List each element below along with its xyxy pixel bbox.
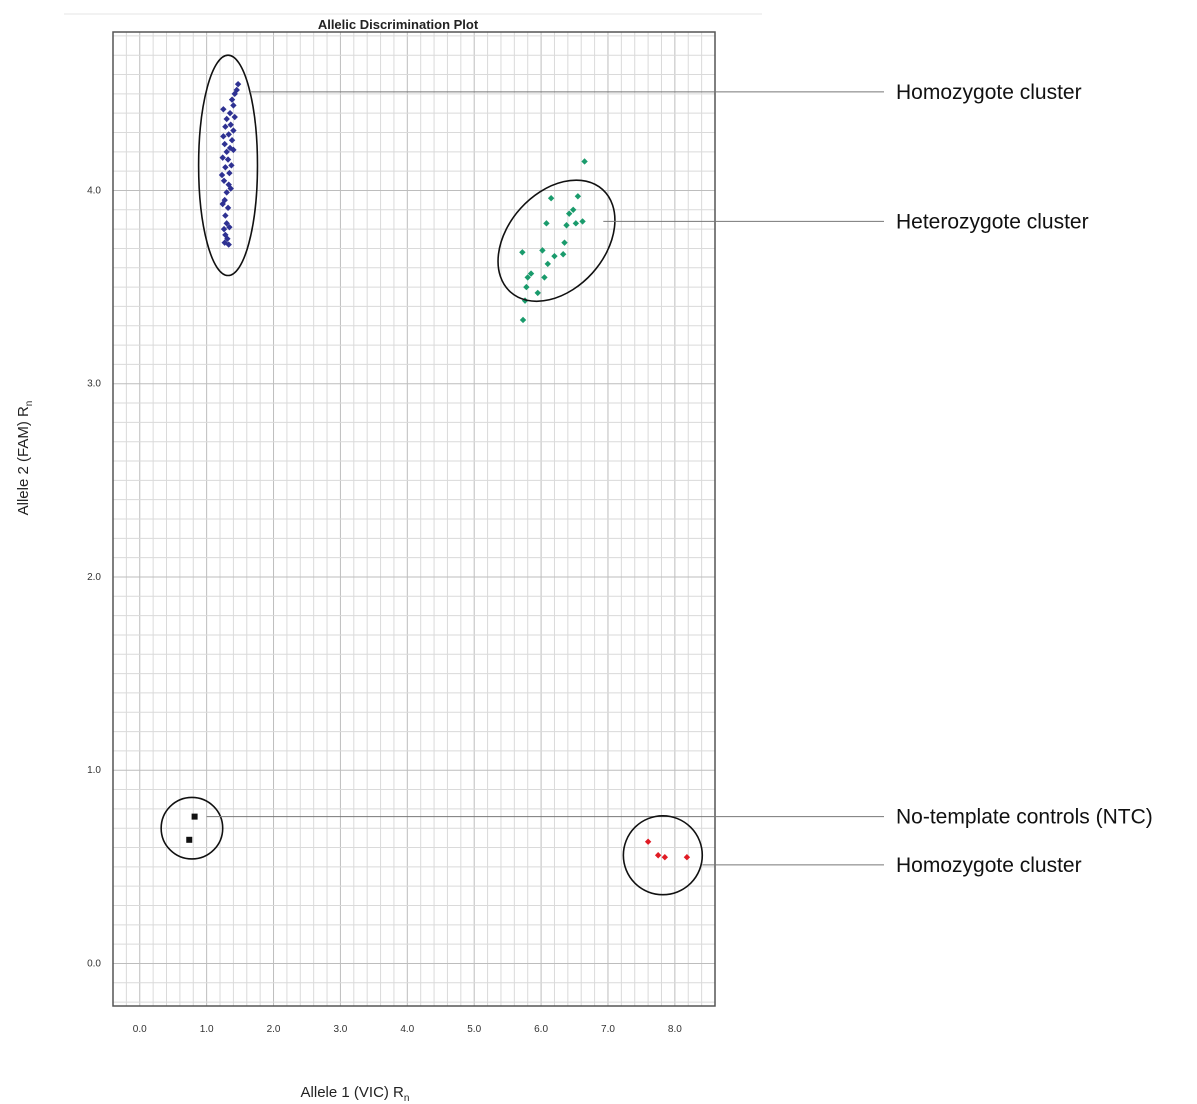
x-tick-label: 4.0 (400, 1024, 414, 1035)
data-point (224, 156, 232, 163)
data-point (565, 210, 573, 217)
y-tick-label: 1.0 (87, 765, 101, 776)
data-point (222, 164, 229, 171)
data-point (527, 270, 535, 277)
data-point (559, 251, 567, 258)
data-point (220, 225, 228, 233)
data-point (223, 148, 230, 156)
data-point (579, 218, 586, 225)
cluster-annotations: Homozygote cluster Heterozygote cluster No… (160, 54, 1153, 896)
data-point (534, 289, 541, 297)
data-point (191, 813, 198, 820)
data-point (218, 171, 226, 179)
x-tick-labels: 0.0 1.0 2.0 3.0 4.0 5.0 6.0 7.0 8.0 (133, 1024, 682, 1035)
data-point (230, 102, 237, 109)
x-tick-label: 7.0 (601, 1024, 615, 1035)
data-point (220, 133, 227, 140)
data-point (222, 212, 229, 219)
data-point (563, 222, 570, 229)
data-point (228, 137, 236, 144)
data-point (524, 274, 531, 281)
data-point (519, 316, 527, 324)
y-axis-title: Allele 2 (FAM) Rn (15, 401, 35, 516)
data-point (226, 223, 233, 231)
data-point (227, 185, 234, 192)
data-point (234, 80, 242, 88)
chart-title: Allelic Discrimination Plot (318, 17, 479, 32)
data-point (543, 220, 550, 227)
data-point (226, 169, 233, 177)
data-point (186, 836, 193, 843)
x-axis-title-sub: n (404, 1093, 410, 1104)
data-point (574, 193, 582, 200)
data-point (523, 283, 530, 291)
data-point (561, 239, 568, 246)
data-point (230, 146, 237, 154)
data-point (661, 853, 669, 861)
data-point (539, 247, 546, 254)
data-point (544, 260, 551, 268)
data-point (226, 109, 234, 117)
y-axis-title-main: Allele 2 (FAM) R (15, 406, 32, 515)
x-axis-title: Allele 1 (VIC) Rn (301, 1084, 410, 1104)
x-tick-label: 6.0 (534, 1024, 548, 1035)
data-point (220, 177, 228, 185)
callout-label: Homozygote cluster (896, 81, 1082, 104)
data-point (231, 113, 238, 121)
data-point (223, 189, 230, 196)
data-point (225, 131, 232, 138)
callout-label: Homozygote cluster (896, 854, 1082, 877)
cluster-circle (160, 796, 224, 860)
data-point (551, 252, 558, 260)
x-tick-label: 1.0 (200, 1024, 214, 1035)
data-point (225, 241, 232, 248)
y-axis-title-sub: n (24, 401, 35, 407)
data-point (581, 158, 588, 165)
y-tick-label: 0.0 (87, 958, 101, 969)
plot-frame (112, 31, 716, 1007)
data-point (221, 140, 228, 148)
x-axis-title-main: Allele 1 (VIC) R (301, 1084, 405, 1101)
data-point (224, 235, 231, 242)
cluster-ellipse (497, 179, 616, 303)
data-point (644, 838, 652, 845)
data-point (224, 204, 232, 212)
data-point (547, 194, 555, 202)
y-tick-label: 2.0 (87, 572, 101, 583)
callout-label: Heterozygote cluster (896, 210, 1089, 233)
data-point (219, 154, 226, 161)
x-tick-label: 2.0 (267, 1024, 281, 1035)
cluster-ellipse (197, 54, 259, 277)
data-point (654, 852, 662, 859)
data-point (231, 90, 238, 98)
x-tick-label: 0.0 (133, 1024, 147, 1035)
data-point (569, 206, 577, 213)
data-point (220, 106, 227, 113)
x-tick-label: 8.0 (668, 1024, 682, 1035)
data-points (186, 80, 691, 861)
data-point (228, 162, 235, 169)
data-point (230, 127, 237, 134)
y-tick-labels: 0.0 1.0 2.0 3.0 4.0 (87, 185, 101, 969)
y-tick-label: 4.0 (87, 185, 101, 196)
data-point (228, 96, 236, 103)
data-point (572, 220, 580, 227)
cluster-circle (622, 814, 704, 896)
callout-label: No-template controls (NTC) (896, 806, 1153, 829)
data-point (223, 220, 230, 227)
data-point (219, 200, 226, 208)
data-point (227, 121, 234, 128)
grid-lines (112, 32, 716, 1006)
data-point (223, 115, 230, 123)
data-point (222, 123, 229, 130)
data-point (683, 853, 691, 861)
data-point (233, 86, 240, 94)
data-point (519, 249, 526, 256)
x-tick-label: 5.0 (467, 1024, 481, 1035)
data-point (541, 274, 548, 281)
y-tick-label: 3.0 (87, 379, 101, 390)
x-tick-label: 3.0 (333, 1024, 347, 1035)
